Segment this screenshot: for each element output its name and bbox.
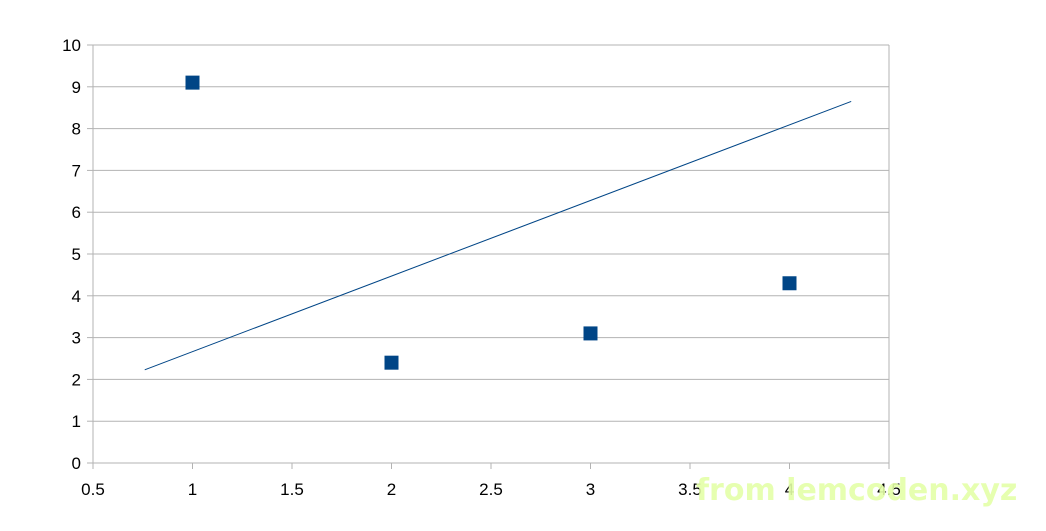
x-tick-label: 1.5 — [280, 480, 304, 499]
trend-line-layer — [144, 100, 852, 371]
axes — [87, 44, 890, 469]
x-tick-label: 4 — [785, 480, 794, 499]
y-tick-label: 3 — [72, 329, 81, 348]
x-tick-label: 1 — [188, 480, 197, 499]
y-tick-label: 8 — [72, 120, 81, 139]
y-tick-label: 5 — [72, 245, 81, 264]
y-tick-label: 0 — [72, 454, 81, 473]
y-tick-label: 10 — [62, 36, 81, 55]
data-point-marker — [782, 276, 797, 291]
x-tick-label: 3 — [586, 480, 595, 499]
data-points — [185, 75, 797, 370]
watermark-text: from lemcoden.xyz — [696, 473, 1017, 508]
y-tick-label: 7 — [72, 161, 81, 180]
tick-labels: 0 1 2 3 4 5 6 7 8 9 10 0.5 1 1.5 2 2.5 3 3.5 4 4.5 — [62, 36, 901, 499]
y-tick-label: 1 — [72, 412, 81, 431]
y-tick-label: 9 — [72, 78, 81, 97]
x-tick-label: 2 — [387, 480, 396, 499]
x-tick-label: 3.5 — [678, 480, 702, 499]
trend-line — [144, 100, 852, 371]
data-point-marker — [583, 326, 598, 341]
data-point-marker — [384, 355, 399, 370]
y-tick-label: 4 — [72, 287, 81, 306]
grid-lines — [93, 44, 889, 464]
x-tick-label: 0.5 — [81, 480, 105, 499]
x-tick-label: 4.5 — [877, 480, 901, 499]
data-point-marker — [185, 75, 200, 90]
y-tick-label: 2 — [72, 370, 81, 389]
y-tick-label: 6 — [72, 203, 81, 222]
x-tick-label: 2.5 — [479, 480, 503, 499]
